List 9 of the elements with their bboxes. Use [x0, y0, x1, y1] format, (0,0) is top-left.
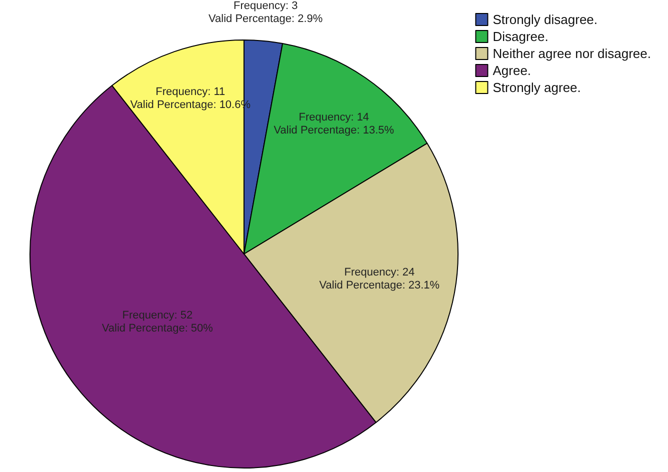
legend-label: Disagree. [492, 29, 548, 44]
legend-label: Neither agree nor disagree. [492, 46, 652, 61]
legend-label: Strongly disagree. [492, 12, 598, 27]
legend-label: Agree. [492, 63, 532, 78]
data-label: Frequency: 14 Valid Percentage: 13.5% [274, 111, 394, 136]
data-label: Frequency: 24 Valid Percentage: 23.1% [319, 266, 440, 292]
legend-label: Strongly agree. [492, 80, 581, 95]
data-label: Frequency: 52 Valid Percentage: 50% [102, 309, 214, 334]
data-label: Frequency: 3 Valid Percentage: 2.9% [208, 0, 323, 25]
